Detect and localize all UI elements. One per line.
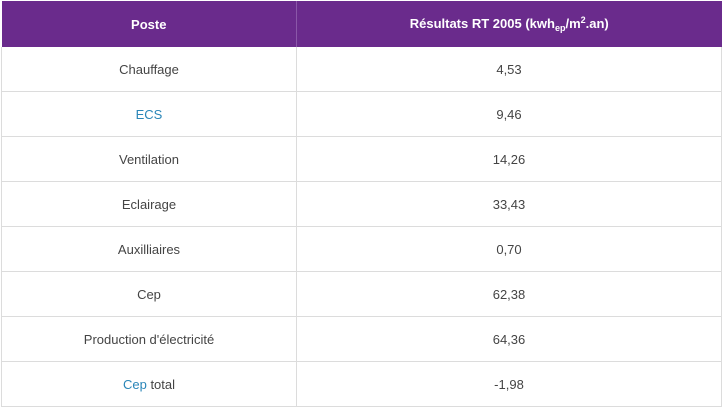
row-value-chauffage: 4,53 [296,47,722,92]
table-row: Eclairage 33,43 [1,181,722,227]
ecs-link[interactable]: ECS [135,106,163,122]
header-results-label: Résultats RT 2005 (kwhep/m2.an) [409,15,609,33]
table-row: ECS 9,46 [1,91,722,137]
header-poste: Poste [1,1,297,47]
header-row: Poste Résultats RT 2005 (kwhep/m2.an) [1,1,722,47]
row-label-cep-total: Cep total [1,361,297,407]
table-body: Chauffage 4,53 ECS 9,46 Ventilation 14,2… [1,47,722,407]
table-row: Chauffage 4,53 [1,47,722,92]
header-results-sup: 2 [580,15,586,25]
row-label-chauffage: Chauffage [1,47,297,92]
table-row: Ventilation 14,26 [1,136,722,182]
table-row: Production d'électricité 64,36 [1,316,722,362]
row-value-production: 64,36 [296,316,722,362]
cep-link[interactable]: Cep [122,376,147,392]
row-value-cep: 62,38 [296,271,722,317]
header-results-prefix: Résultats RT 2005 (kwh [409,16,555,31]
row-label-ventilation: Ventilation [1,136,297,182]
table-row: Cep total -1,98 [1,361,722,407]
header-results-sub: ep [554,23,566,33]
table-header: Poste Résultats RT 2005 (kwhep/m2.an) [1,1,722,47]
row-value-ventilation: 14,26 [296,136,722,182]
row-value-cep-total: -1,98 [296,361,722,407]
cep-total-suffix: total [146,376,176,392]
row-value-eclairage: 33,43 [296,181,722,227]
row-label-auxilliaires: Auxilliaires [1,226,297,272]
header-results-suffix: .an) [585,16,609,31]
header-results-mid: /m [565,16,581,31]
row-value-auxilliaires: 0,70 [296,226,722,272]
results-table: Poste Résultats RT 2005 (kwhep/m2.an) Ch… [1,1,722,407]
table-row: Auxilliaires 0,70 [1,226,722,272]
row-label-ecs: ECS [1,91,297,137]
row-label-cep: Cep [1,271,297,317]
row-value-ecs: 9,46 [296,91,722,137]
header-results: Résultats RT 2005 (kwhep/m2.an) [296,1,722,47]
row-label-eclairage: Eclairage [1,181,297,227]
row-label-production: Production d'électricité [1,316,297,362]
table-row: Cep 62,38 [1,271,722,317]
